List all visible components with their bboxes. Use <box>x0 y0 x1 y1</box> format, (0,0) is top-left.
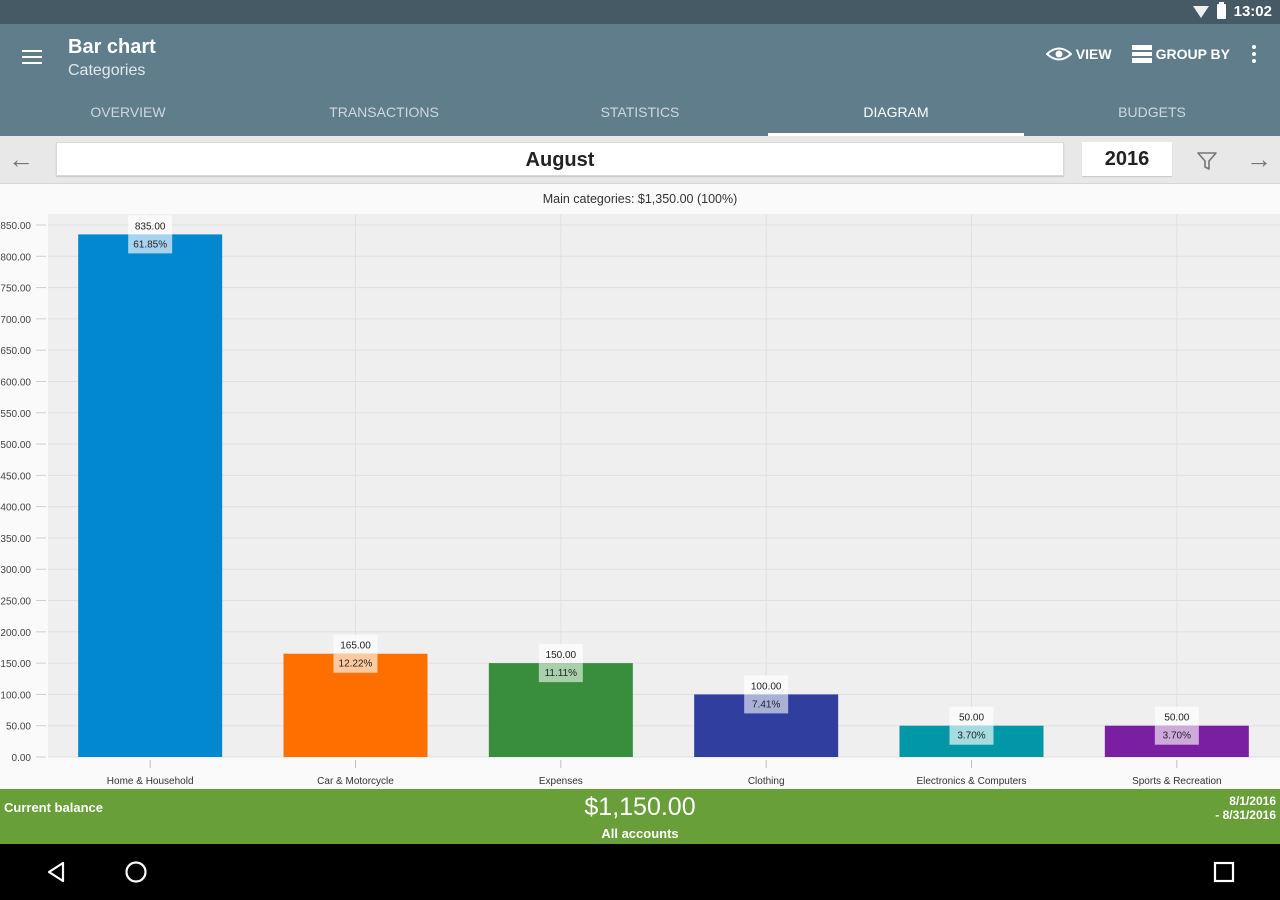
percent-label-bg <box>949 725 994 745</box>
group-by-icon <box>1131 45 1152 63</box>
system-nav-bar <box>0 844 1280 900</box>
menu-button[interactable] <box>22 46 50 70</box>
month-selector[interactable]: August <box>56 142 1064 176</box>
status-time: 13:02 <box>1233 3 1272 20</box>
y-tick-label: 300.00 <box>0 565 31 576</box>
eye-icon <box>1045 47 1072 61</box>
y-tick-label: 500.00 <box>0 440 31 451</box>
app-bar: Bar chart Categories VIEW GROUP BY OVERV… <box>0 24 1280 136</box>
status-bar: 13:02 <box>0 0 1280 24</box>
period-selector: ← August 2016 → <box>0 136 1280 184</box>
y-tick-label: 250.00 <box>0 597 31 608</box>
y-tick-label: 450.00 <box>0 471 31 482</box>
group-by-button[interactable]: GROUP BY <box>1131 45 1230 63</box>
bar-percent-label: 3.70% <box>1163 731 1191 742</box>
tab-bar: OVERVIEW TRANSACTIONS STATISTICS DIAGRAM… <box>0 90 1280 136</box>
y-tick-label: 650.00 <box>0 346 31 357</box>
balance-amount: $1,150.00 <box>584 793 696 821</box>
bar-percent-label: 12.22% <box>339 659 373 670</box>
view-button[interactable]: VIEW <box>1045 46 1112 62</box>
x-tick-label: Expenses <box>539 776 583 787</box>
bar-percent-label: 11.11% <box>545 668 578 679</box>
hamburger-icon-line <box>22 61 42 64</box>
value-label-bg <box>128 215 173 235</box>
x-tick-label: Sports & Recreation <box>1132 776 1222 787</box>
bar-value-label: 165.00 <box>340 641 371 652</box>
plot-area <box>48 214 1280 757</box>
balance-footer: Current balance $1,150.00 All accounts 8… <box>0 789 1280 844</box>
y-tick-label: 700.00 <box>0 315 31 326</box>
year-selector[interactable]: 2016 <box>1082 142 1172 176</box>
view-label: VIEW <box>1075 46 1112 62</box>
tab-transactions[interactable]: TRANSACTIONS <box>329 104 439 120</box>
balance-label: Current balance <box>4 800 103 815</box>
bar-percent-label: 61.85% <box>133 239 167 250</box>
y-tick-label: 850.00 <box>0 221 31 232</box>
date-to: - 8/31/2016 <box>1215 808 1276 822</box>
chart-svg: 0.00 50.00 100.00 150.00 200.00 250.00 300.00 3… <box>0 214 1280 787</box>
filter-icon[interactable] <box>1196 150 1218 172</box>
y-tick-label: 0.00 <box>12 753 32 764</box>
y-tick-label: 400.00 <box>0 503 31 514</box>
tab-budgets[interactable]: BUDGETS <box>1118 104 1186 120</box>
bar-chart: Main categories: $1,350.00 (100%) 0.00 50… <box>0 185 1280 789</box>
x-tick-label: Home & Household <box>107 776 194 787</box>
y-tick-label: 550.00 <box>0 409 31 420</box>
y-tick-label: 50.00 <box>6 722 31 733</box>
recents-icon[interactable] <box>1212 860 1236 884</box>
bar <box>78 234 223 757</box>
hamburger-icon-line <box>22 55 42 58</box>
value-label-bg <box>538 644 583 664</box>
value-label-bg <box>949 706 994 726</box>
page-subtitle: Categories <box>68 62 146 79</box>
wifi-icon <box>1192 5 1209 18</box>
bar-value-label: 835.00 <box>135 221 166 232</box>
bar-value-label: 150.00 <box>546 650 577 661</box>
y-tick-label: 350.00 <box>0 534 31 545</box>
group-by-label: GROUP BY <box>1155 46 1230 62</box>
bar-value-label: 50.00 <box>959 713 984 724</box>
percent-label-bg <box>333 653 378 673</box>
tab-diagram[interactable]: DIAGRAM <box>768 90 1024 136</box>
more-vert-icon[interactable] <box>1250 45 1258 63</box>
percent-label-bg <box>1154 725 1199 745</box>
arrow-right-icon[interactable]: → <box>1246 144 1272 174</box>
arrow-left-icon[interactable]: ← <box>8 144 34 174</box>
x-tick-label: Clothing <box>748 776 785 787</box>
bar-percent-label: 7.41% <box>752 699 780 710</box>
battery-icon <box>1216 2 1226 19</box>
date-from: 8/1/2016 <box>1229 794 1276 808</box>
percent-label-bg <box>128 234 173 254</box>
percent-label-bg <box>538 663 583 683</box>
bar-value-label: 50.00 <box>1164 713 1189 724</box>
chart-title: Main categories: $1,350.00 (100%) <box>542 192 738 206</box>
home-icon[interactable] <box>124 860 148 884</box>
page-title: Bar chart <box>68 36 156 58</box>
y-tick-label: 600.00 <box>0 377 31 388</box>
value-label-bg <box>744 675 789 695</box>
hamburger-icon <box>22 49 42 52</box>
y-tick-label: 150.00 <box>0 659 31 670</box>
x-tick-label: Electronics & Computers <box>916 776 1026 787</box>
tab-statistics[interactable]: STATISTICS <box>600 104 680 120</box>
percent-label-bg <box>744 694 789 714</box>
y-tick-label: 800.00 <box>0 252 31 263</box>
x-tick-label: Car & Motorcycle <box>317 776 394 787</box>
bar-percent-label: 3.70% <box>957 731 985 742</box>
y-tick-label: 200.00 <box>0 628 31 639</box>
value-label-bg <box>1154 706 1199 726</box>
tab-overview[interactable]: OVERVIEW <box>90 104 166 120</box>
value-label-bg <box>333 634 378 654</box>
balance-accounts: All accounts <box>601 826 679 841</box>
date-range: 8/1/2016 - 8/31/2016 <box>1215 794 1276 822</box>
y-tick-label: 750.00 <box>0 284 31 295</box>
bar-value-label: 100.00 <box>751 681 782 692</box>
y-tick-label: 100.00 <box>0 690 31 701</box>
back-icon[interactable] <box>44 860 68 884</box>
